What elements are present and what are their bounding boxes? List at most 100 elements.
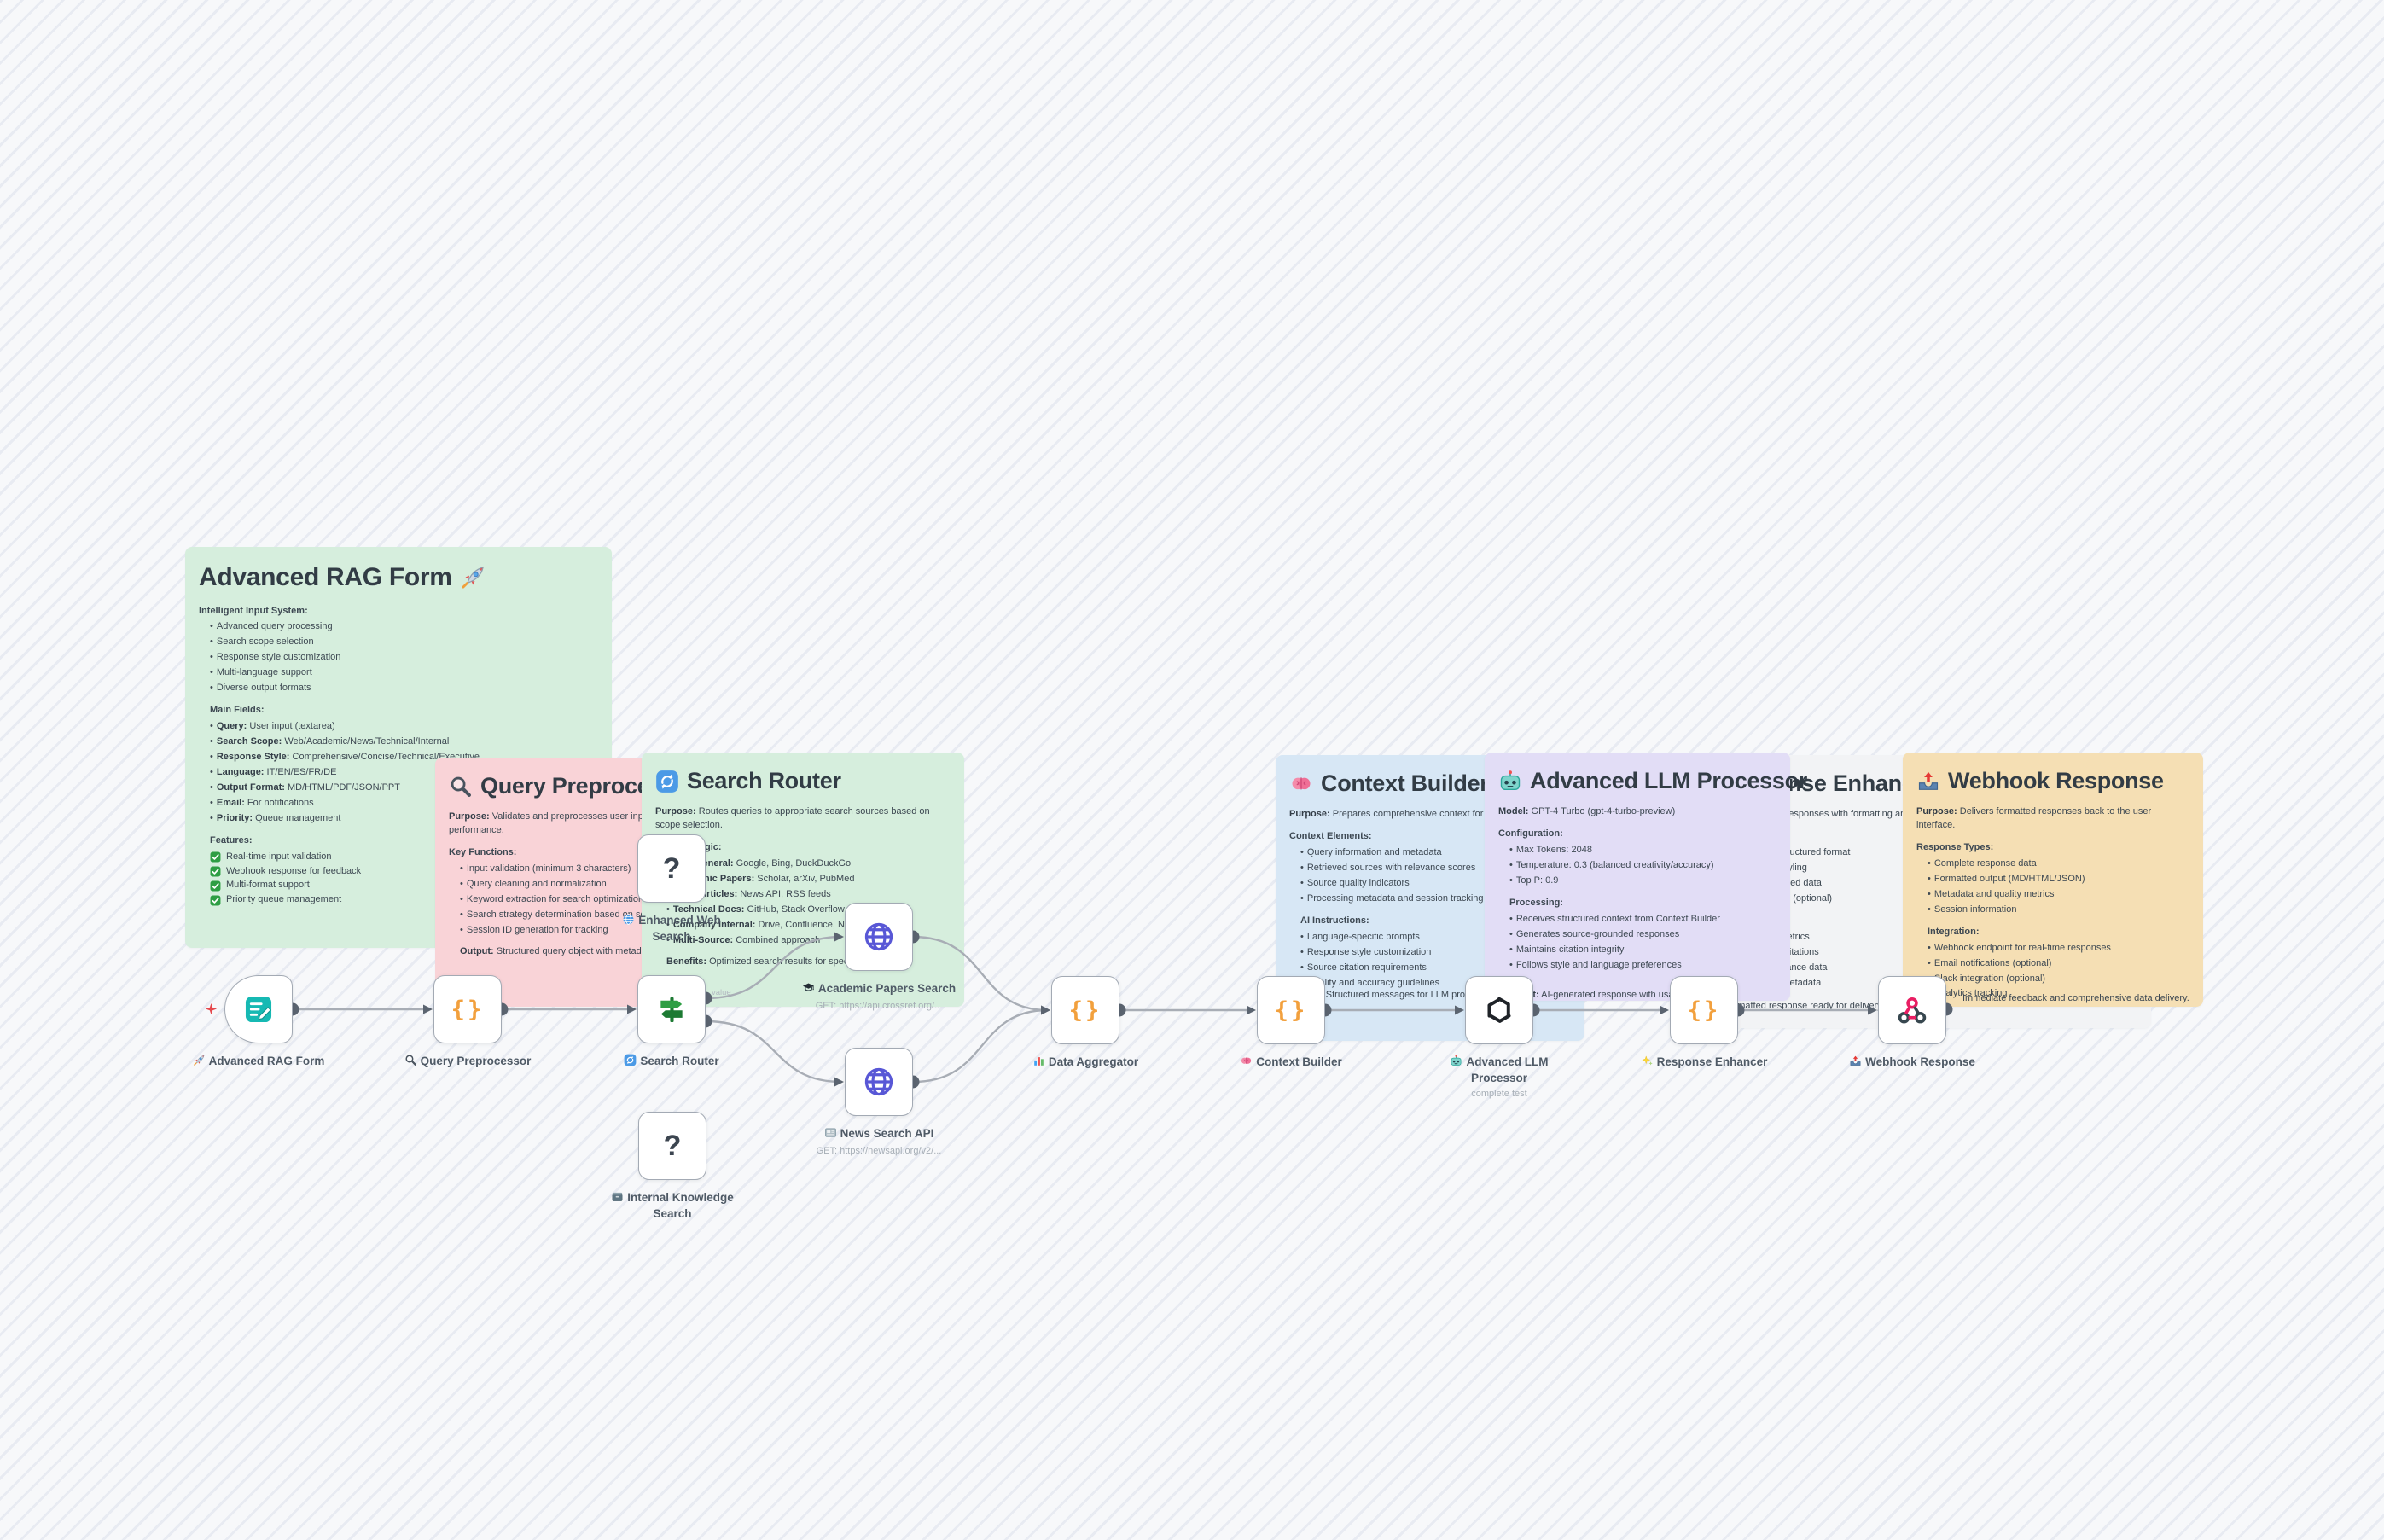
advanced-llm-processor-node[interactable]: [1465, 976, 1533, 1044]
sticky-bullet: • Query information and metadata: [1300, 847, 1442, 858]
sticky-bullet: • Email notifications (optional): [1928, 957, 2052, 968]
news-search-api-node-icon: [863, 1066, 895, 1098]
sticky-bullet: • Multi-Source: Combined approach: [666, 934, 821, 945]
connection-wire[interactable]: [912, 1008, 1049, 1084]
sticky-bullet: • Language: IT/EN/ES/FR/DE: [210, 766, 337, 777]
question-mark-glyph: ?: [663, 1129, 682, 1162]
connection-wire[interactable]: [705, 1020, 842, 1084]
sticky-bullet: • Search strategy determination based on …: [460, 909, 661, 920]
sticky-bullet: • Output Format: MD/HTML/PDF/JSON/PPT: [210, 782, 400, 793]
data-aggregator-node-label: Data Aggregator: [991, 1055, 1179, 1072]
sticky-text-line: Response Types:: [1916, 842, 1994, 853]
advanced-rag-form-node[interactable]: [224, 975, 293, 1043]
sticky-title: Context Builder: [1289, 767, 1571, 800]
feature-check-row: Multi-format support: [210, 879, 598, 892]
feature-check-row: Webhook response for feedback: [210, 865, 598, 879]
sticky-bullet: • Query cleaning and normalization: [460, 878, 607, 889]
sticky-bullet: • Retrieved sources with relevance scores: [1300, 862, 1476, 873]
connection-wire[interactable]: [705, 935, 842, 1000]
sticky-bullet: • Technical Docs: GitHub, Stack Overflow: [666, 904, 845, 915]
webhook-response-node-label: Webhook Response: [1814, 1055, 2010, 1072]
sticky-bullet: • Generates source-grounded responses: [1509, 928, 1680, 939]
academic-papers-search-node-icon: [863, 921, 895, 953]
advanced-llm-processor-node-label: Advanced LLM Processor complete test: [1427, 1055, 1572, 1101]
sticky-text-line: Model: GPT-4 Turbo (gpt-4-turbo-preview): [1498, 806, 1676, 817]
internal-knowledge-search-node-label: Internal Knowledge Search: [596, 1190, 749, 1222]
enhanced-web-search-node[interactable]: ?: [637, 834, 706, 903]
sticky-bullet: • Search scope selection: [210, 636, 314, 648]
feature-check-row: Priority queue management: [210, 893, 598, 907]
sticky-text-line: AI Instructions:: [1300, 915, 1369, 926]
webhook-response-node-icon: [1896, 994, 1928, 1026]
query-preprocessor-node-label: Query Preprocessor: [365, 1054, 570, 1071]
green-check-icon: [210, 866, 221, 877]
sticky-text-line: Intelligent Input System:: [199, 605, 308, 616]
sticky-text-line: Integration:: [1928, 926, 1980, 937]
sticky-bullet: • Priority: Queue management: [210, 812, 341, 823]
sticky-bullet: • Response style customization: [210, 652, 341, 663]
internal-knowledge-search-node[interactable]: ?: [638, 1112, 706, 1180]
search-router-node-label: Search Router: [578, 1054, 765, 1071]
sticky-output-line: Immediate feedback and comprehensive dat…: [1962, 993, 2189, 1003]
context-builder-node-label: Context Builder: [1197, 1055, 1385, 1072]
green-check-icon: [210, 895, 221, 906]
sticky-bullet: • Keyword extraction for search optimizat…: [460, 893, 644, 904]
advanced-rag-form-node-icon: [242, 993, 275, 1026]
response-enhancer-node[interactable]: {}: [1670, 976, 1738, 1044]
academic-papers-search-node[interactable]: [845, 903, 913, 971]
query-preprocessor-title-icon: [449, 775, 473, 799]
search-router-node[interactable]: [637, 975, 706, 1043]
sticky-bullet: • Metadata and quality metrics: [1928, 888, 2055, 899]
sticky-bullet: • Receives structured context from Contex…: [1509, 913, 1720, 924]
advanced-llm-processor-node-icon: [1483, 994, 1515, 1026]
sticky-title: Advanced RAG Form: [199, 559, 598, 596]
sticky-bullet: • Input validation (minimum 3 characters): [460, 863, 631, 874]
question-mark-glyph: ?: [662, 851, 681, 885]
connection-wire[interactable]: [912, 935, 1049, 1012]
response-enhancer-node-label: Response Enhancer: [1606, 1055, 1802, 1072]
trigger-spark-icon: [205, 1002, 218, 1015]
sticky-bullet: • Formatted output (MD/HTML/JSON): [1928, 873, 2085, 884]
sticky-note-advanced-llm-processor[interactable]: Advanced LLM Processor Model: GPT-4 Turbo…: [1485, 753, 1807, 1001]
advanced-llm-processor-title-icon: [1498, 770, 1522, 793]
sticky-bullet: • Response style customization: [1300, 946, 1432, 957]
sticky-bullet: • Source citation requirements: [1300, 962, 1427, 973]
query-preprocessor-node[interactable]: {}: [433, 975, 502, 1043]
news-search-api-node[interactable]: [845, 1048, 913, 1116]
webhook-response-title-icon: [1916, 770, 1940, 793]
advanced-rag-form-node-label: Advanced RAG Form: [156, 1054, 361, 1071]
sticky-bullet: • Source quality indicators: [1300, 877, 1410, 888]
webhook-response-node[interactable]: [1878, 976, 1946, 1044]
code-braces-glyph: {}: [1068, 997, 1102, 1024]
sticky-bullet: • Advanced query processing: [210, 621, 333, 632]
sticky-bullet: • Response Style: Comprehensive/Concise/T…: [210, 751, 480, 762]
sticky-bullet: • Diverse output formats: [210, 683, 311, 694]
context-builder-title-icon: [1289, 772, 1313, 796]
sticky-bullet: • Temperature: 0.3 (balanced creativity/a…: [1509, 859, 1714, 870]
sticky-note-advanced-rag-form[interactable]: Advanced RAG Form Intelligent Input Syste…: [185, 547, 612, 948]
code-braces-glyph: {}: [1687, 997, 1721, 1024]
sticky-text-line: Features:: [210, 834, 253, 846]
code-braces-glyph: {}: [1274, 997, 1308, 1024]
feature-check-row: Real-time input validation: [210, 851, 598, 864]
connection-branch-label: value: [712, 988, 731, 997]
node-subtitle: complete test: [1471, 1088, 1527, 1099]
sticky-title: Advanced LLM Processor: [1498, 764, 1807, 798]
sticky-note-webhook-response[interactable]: Webhook Response Purpose: Delivers format…: [1903, 753, 2203, 1007]
data-aggregator-node[interactable]: {}: [1051, 976, 1119, 1044]
academic-papers-search-node-label: Academic Papers Search GET: https://api.c…: [798, 981, 960, 1013]
sticky-bullet: • Top P: 0.9: [1509, 875, 1559, 886]
sticky-bullet: • Complete response data: [1928, 857, 2037, 869]
sticky-bullet: • Max Tokens: 2048: [1509, 845, 1592, 856]
sticky-bullet: • Email: For notifications: [210, 797, 314, 808]
sticky-bullet: • Maintains citation integrity: [1509, 944, 1625, 955]
context-builder-node[interactable]: {}: [1257, 976, 1325, 1044]
sticky-bullet: • Query: User input (textarea): [210, 721, 335, 732]
sticky-title: Webhook Response: [1916, 764, 2189, 798]
sticky-bullet: • Search Scope: Web/Academic/News/Technic…: [210, 736, 450, 747]
node-subtitle: GET: https://newsapi.org/v2/...: [816, 1145, 942, 1156]
sticky-bullet: • Session ID generation for tracking: [460, 924, 608, 935]
advanced-rag-form-title-icon: [460, 564, 486, 590]
